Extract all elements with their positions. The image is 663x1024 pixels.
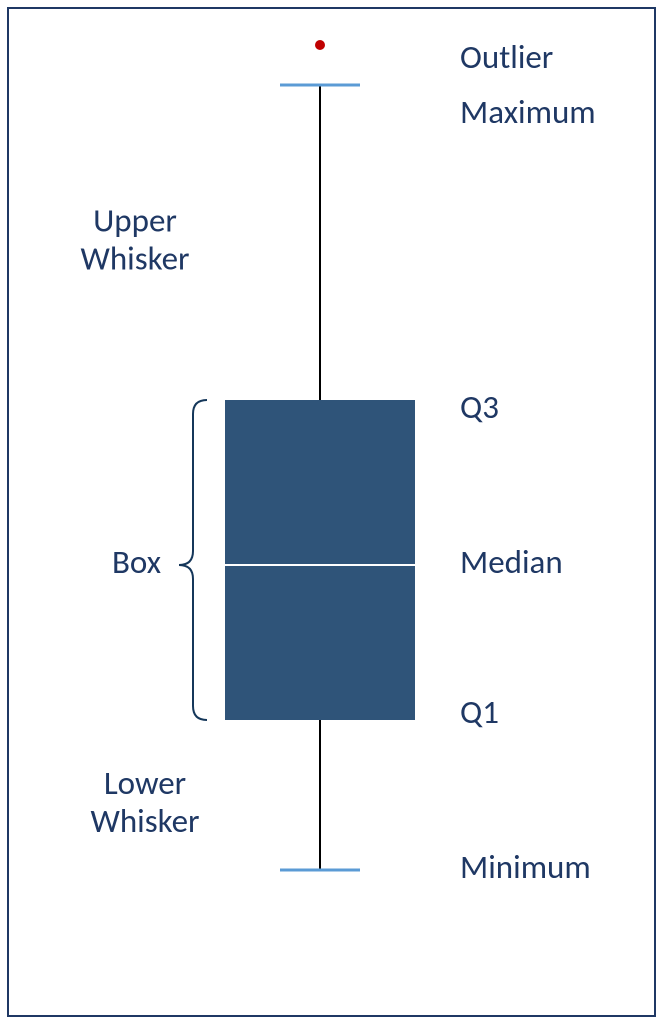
label-lower-whisker: LowerWhisker <box>90 763 199 841</box>
label-median: Median <box>460 542 563 582</box>
svg-text:Outlier: Outlier <box>460 37 553 77</box>
svg-text:Minimum: Minimum <box>460 847 591 887</box>
svg-text:Median: Median <box>460 542 563 582</box>
label-q3: Q3 <box>460 387 499 427</box>
label-minimum: Minimum <box>460 847 591 887</box>
svg-text:Box: Box <box>112 542 161 582</box>
label-q1: Q1 <box>460 692 499 732</box>
svg-text:Whisker: Whisker <box>80 238 189 278</box>
svg-text:Upper: Upper <box>93 200 177 240</box>
label-outlier: Outlier <box>460 37 553 77</box>
outlier-point <box>315 40 325 50</box>
svg-text:Q3: Q3 <box>460 387 499 427</box>
iqr-box <box>225 400 415 720</box>
svg-text:Maximum: Maximum <box>460 92 596 132</box>
label-box: Box <box>112 542 161 582</box>
svg-text:Q1: Q1 <box>460 692 499 732</box>
svg-text:Lower: Lower <box>104 763 186 803</box>
svg-text:Whisker: Whisker <box>90 801 199 841</box>
label-maximum: Maximum <box>460 92 596 132</box>
label-upper-whisker: UpperWhisker <box>80 200 189 278</box>
